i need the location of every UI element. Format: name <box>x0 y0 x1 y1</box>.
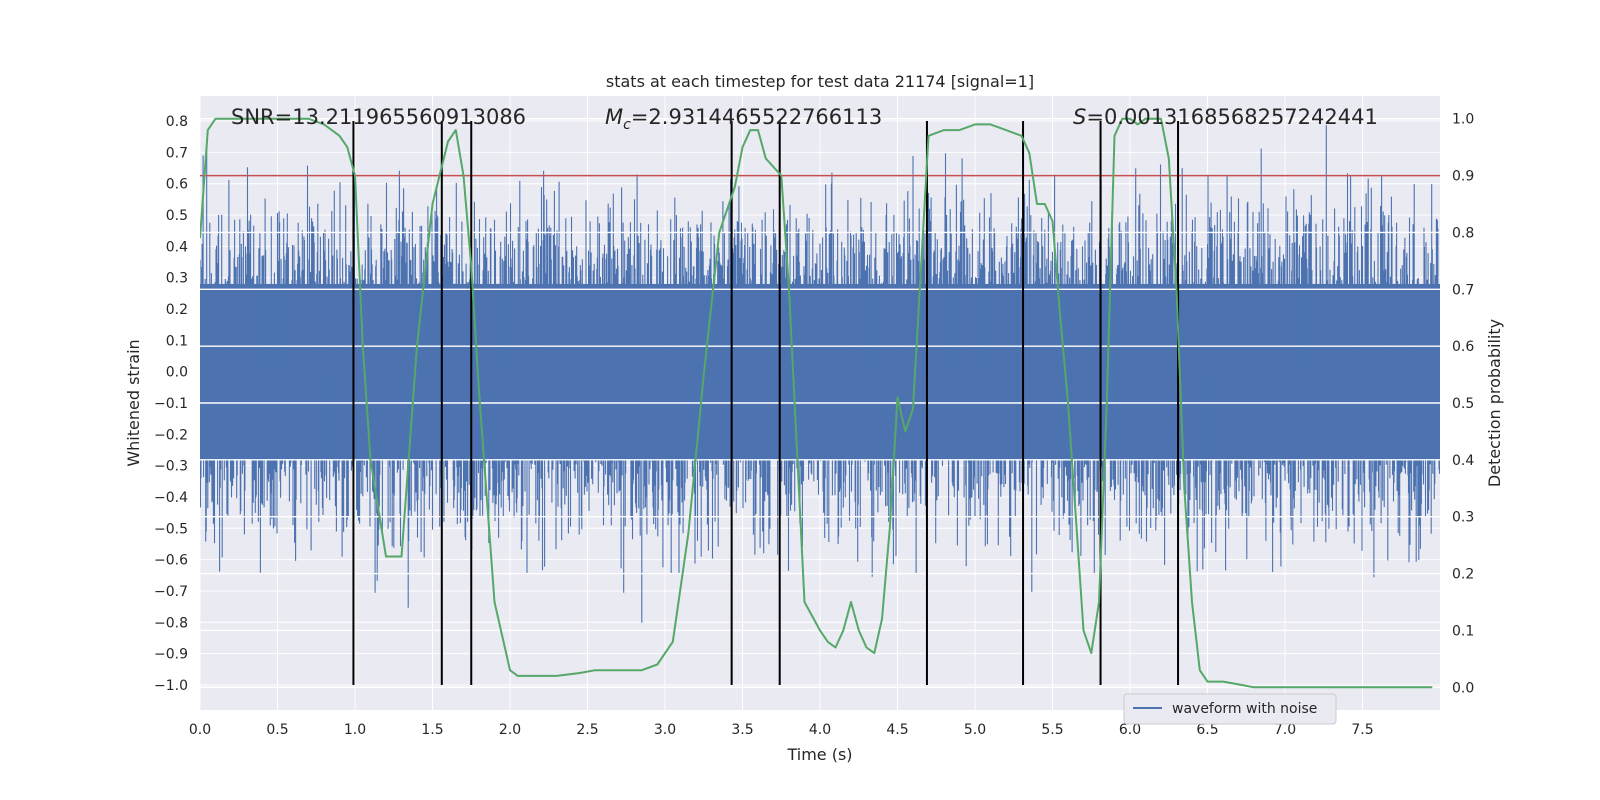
probability-series-group <box>200 117 1433 689</box>
probability-line <box>200 117 1433 689</box>
y-tick-label: −0.6 <box>154 553 188 569</box>
y2-tick-label: 1.0 <box>1452 112 1474 128</box>
snr-annotation: SNR=13.211965560913086 <box>231 105 526 129</box>
x-tick-label: 4.5 <box>886 722 908 738</box>
legend: waveform with noise <box>1123 693 1337 725</box>
y-tick-label: 0.4 <box>166 239 188 255</box>
x-tick-label: 2.0 <box>499 722 521 738</box>
x-tick-label: 0.0 <box>189 722 211 738</box>
x-tick-labels: 0.0 0.5 1.0 1.5 2.0 2.5 3.0 3.5 4.0 4.5 5.0 5.5 6.0 6… <box>189 722 1374 738</box>
chirp-mass-subscript: c <box>623 117 631 133</box>
y2-tick-label: 0.6 <box>1452 339 1474 355</box>
x-axis-label: Time (s) <box>786 745 852 764</box>
y-tick-label: 0.2 <box>166 302 188 318</box>
waveform-series <box>200 125 1440 623</box>
y-tick-label: −0.2 <box>154 427 188 443</box>
y-tick-label: −0.4 <box>154 490 188 506</box>
y-tick-label: −0.3 <box>154 459 188 475</box>
y-tick-label: 0.5 <box>166 208 188 224</box>
x-tick-label: 3.5 <box>731 722 753 738</box>
x-tick-label: 2.5 <box>576 722 598 738</box>
y-tick-label: −0.9 <box>154 647 188 663</box>
y2-tick-label: 0.0 <box>1452 680 1474 696</box>
y-tick-labels: 0.8 0.7 0.6 0.5 0.4 0.3 0.2 0.1 0.0 −0.1 −0.2 −0.3 −… <box>154 114 188 694</box>
x-tick-label: 5.0 <box>964 722 986 738</box>
y-tick-label: 0.0 <box>166 365 188 381</box>
x-tick-label: 7.0 <box>1274 722 1296 738</box>
y2-tick-label: 0.5 <box>1452 396 1474 412</box>
chart-title: stats at each timestep for test data 211… <box>606 72 1034 91</box>
s-annotation: S=0.0013168568257242441 <box>1073 105 1378 129</box>
x-tick-label: 0.5 <box>266 722 288 738</box>
x-tick-label: 1.5 <box>421 722 443 738</box>
x-tick-label: 4.0 <box>809 722 831 738</box>
x-tick-label: 6.0 <box>1119 722 1141 738</box>
y-tick-label: 0.7 <box>166 145 188 161</box>
y2-tick-label: 0.1 <box>1452 623 1474 639</box>
chirp-mass-value: =2.9314465522766113 <box>631 105 882 129</box>
chirp-mass-symbol: M <box>605 105 623 129</box>
x-tick-label: 7.5 <box>1351 722 1373 738</box>
legend-entry: waveform with noise <box>1172 701 1317 717</box>
y2-tick-label: 0.3 <box>1452 510 1474 526</box>
chirp-mass-annotation: Mc=2.9314465522766113 <box>605 105 882 133</box>
y-tick-label: 0.3 <box>166 271 188 287</box>
y2-axis-label: Detection probability <box>1485 319 1504 487</box>
x-tick-label: 6.5 <box>1196 722 1218 738</box>
x-tick-label: 5.5 <box>1041 722 1063 738</box>
y2-tick-label: 0.8 <box>1452 225 1474 241</box>
y-tick-label: −0.7 <box>154 584 188 600</box>
y-axis-label: Whitened strain <box>124 339 143 466</box>
y2-tick-label: 0.7 <box>1452 282 1474 298</box>
vertical-markers <box>352 121 1180 685</box>
y2-tick-label: 0.4 <box>1452 453 1474 469</box>
y-tick-label: 0.8 <box>166 114 188 130</box>
y-tick-label: −1.0 <box>154 678 188 694</box>
y-tick-label: −0.1 <box>154 396 188 412</box>
y2-tick-labels: 1.0 0.9 0.8 0.7 0.6 0.5 0.4 0.3 0.2 0.1 0.0 <box>1452 112 1474 697</box>
y-tick-label: 0.6 <box>166 177 188 193</box>
y2-tick-label: 0.9 <box>1452 169 1474 185</box>
x-tick-label: 3.0 <box>654 722 676 738</box>
y-tick-label: 0.1 <box>166 333 188 349</box>
s-value: =0.0013168568257242441 <box>1086 105 1378 129</box>
s-symbol: S <box>1073 105 1086 129</box>
legend-box <box>1123 693 1337 725</box>
y2-tick-label: 0.2 <box>1452 567 1474 583</box>
y-tick-label: −0.8 <box>154 615 188 631</box>
x-tick-label: 1.0 <box>344 722 366 738</box>
y-tick-label: −0.5 <box>154 521 188 537</box>
